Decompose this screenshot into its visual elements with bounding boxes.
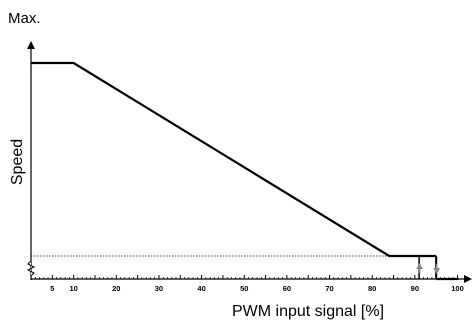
hysteresis-down-arrow-icon — [433, 264, 441, 274]
x-axis-arrow — [464, 275, 472, 283]
x-tick-label: 10 — [69, 284, 77, 293]
x-tick-label: 100 — [451, 284, 464, 293]
x-tick-label: 70 — [325, 284, 333, 293]
x-tick-label: 40 — [197, 284, 205, 293]
x-axis-label: PWM input signal [%] — [232, 303, 384, 320]
y-axis-arrow — [27, 41, 35, 49]
y-axis-break — [26, 260, 36, 277]
x-tick-label-group: 5 10 20 30 40 50 60 70 80 90 100 — [50, 284, 464, 293]
hysteresis-up-arrow-icon — [416, 263, 424, 273]
x-tick-group — [34, 275, 458, 279]
x-tick-label: 90 — [411, 284, 419, 293]
x-tick-label: 5 — [50, 284, 54, 293]
series-line-speed — [31, 61, 437, 258]
x-tick-label: 60 — [283, 284, 291, 293]
x-tick-label: 80 — [368, 284, 376, 293]
x-tick-label: 20 — [112, 284, 120, 293]
y-max-label: Max. — [8, 10, 41, 27]
x-tick-label: 50 — [240, 284, 248, 293]
y-axis-label: Speed — [9, 139, 26, 185]
x-tick-label: 30 — [155, 284, 163, 293]
